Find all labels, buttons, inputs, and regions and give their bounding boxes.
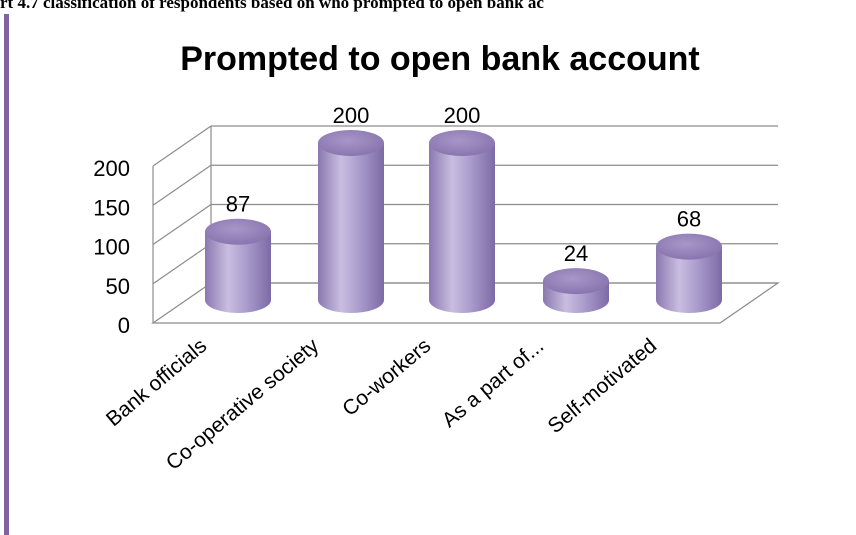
- x-tick-label: As a part of...: [438, 334, 548, 432]
- bar: 24: [543, 241, 609, 313]
- x-tick-label: Self-motivated: [544, 334, 662, 438]
- x-tick-label: Bank officials: [102, 334, 211, 431]
- y-tick-label: 150: [93, 195, 130, 220]
- bar: 200: [318, 103, 384, 313]
- y-tick-label: 50: [106, 274, 130, 299]
- gridline-side: [152, 204, 212, 245]
- bar-top: [429, 130, 495, 156]
- y-tick-label: 200: [93, 156, 130, 181]
- bar: 68: [656, 207, 722, 313]
- bar-top: [543, 268, 609, 295]
- data-label: 200: [444, 103, 481, 128]
- bar-top: [318, 130, 384, 156]
- bar-top: [656, 233, 722, 260]
- chart-title: Prompted to open bank account: [180, 40, 699, 78]
- bar-body: [656, 246, 722, 313]
- frame-border: [4, 14, 9, 535]
- bar-body: [318, 143, 384, 313]
- bar-top: [205, 218, 271, 245]
- bar: 200: [429, 103, 495, 313]
- gridline-side: [152, 125, 212, 167]
- bar-body: [429, 143, 495, 313]
- data-label: 87: [226, 192, 250, 217]
- data-label: 68: [677, 207, 701, 232]
- y-tick-label: 100: [93, 235, 130, 260]
- gridline-side: [152, 243, 212, 285]
- figure-caption: rt 4.7 classification of respondents bas…: [0, 0, 544, 12]
- data-label: 200: [333, 103, 370, 128]
- y-tick-label: 0: [118, 313, 130, 338]
- x-tick-label: Co-workers: [338, 334, 435, 421]
- bar: 87: [205, 192, 271, 313]
- bar-body: [205, 231, 271, 313]
- y-axis-ticks: 0 50 100 150 200: [93, 156, 130, 338]
- data-label: 24: [564, 241, 588, 266]
- bars: 87 200 200 24 68: [205, 103, 722, 313]
- gridline-side: [152, 164, 212, 206]
